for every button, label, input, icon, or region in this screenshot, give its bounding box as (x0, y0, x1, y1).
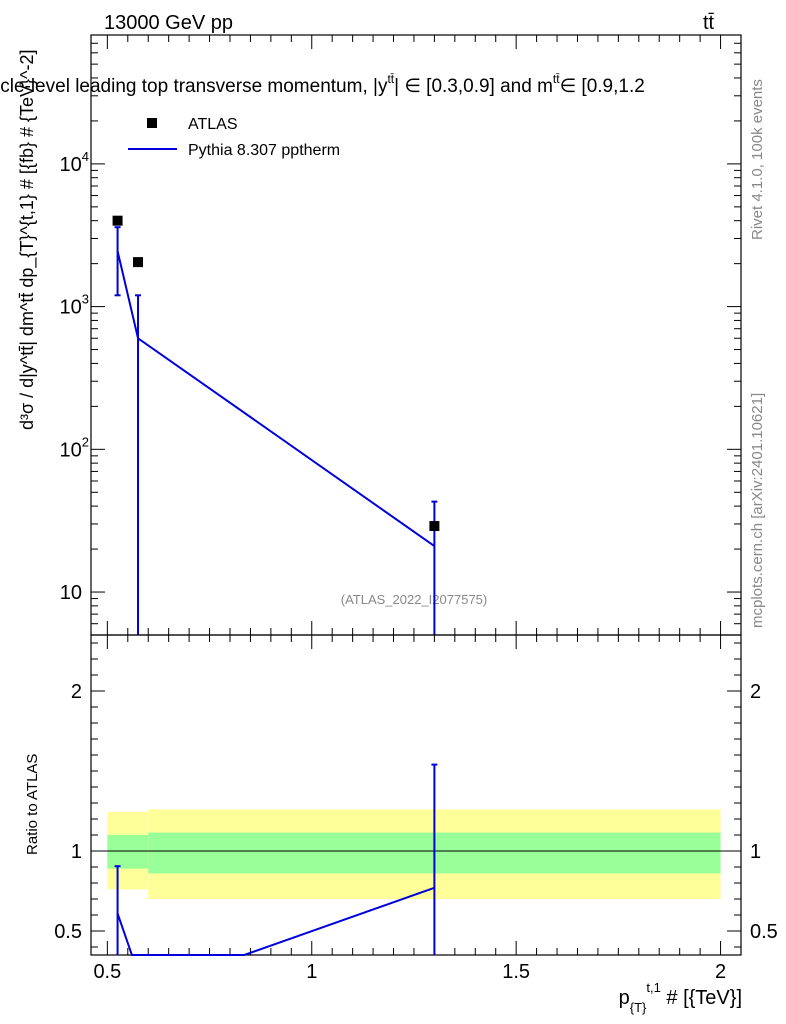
main-y-tick-label-exp: 2 (82, 434, 89, 449)
ratio-y-axis-label: Ratio to ATLAS (24, 754, 41, 855)
x-axis-label-sup: t,1 (646, 980, 660, 995)
x-tick-label: 1 (306, 961, 317, 983)
main-y-tick-label: 104 (60, 149, 89, 176)
x-tick-label: 0.5 (93, 961, 121, 983)
chart-title: icle-level leading top transverse moment… (0, 72, 645, 97)
chart-title-sup1: tt̄ (387, 72, 394, 86)
ratio-band-inner (107, 835, 149, 869)
ratio-y-tick-label-left: 0.5 (54, 921, 82, 943)
main-y-axis-label: d³σ / d|y^tt̄| dm^tt̄ dp_{T}^{t,1} # [{f… (17, 50, 38, 430)
mcplots-label: mcplots.cern.ch [arXiv:2401.10621] (749, 393, 766, 628)
x-axis-label-main: p (619, 987, 630, 1009)
ratio-y-tick-label-left: 2 (71, 681, 82, 703)
ratio-y-tick-labels: 0.5 0.5 1 1 2 2 (54, 681, 778, 943)
chart-title-part1: icle-level leading top transverse moment… (0, 76, 388, 97)
legend-label-atlas: ATLAS (188, 116, 238, 133)
atlas-marker (429, 521, 440, 532)
atlas-marker (133, 257, 144, 268)
ratio-bands-layer (91, 809, 741, 899)
ratio-plot-frame (90, 634, 742, 956)
ratio-y-tick-label-right: 1 (750, 841, 761, 863)
main-y-tick-label: 103 (60, 292, 89, 319)
x-tick-labels: 0.5 1 1.5 2 (93, 961, 726, 983)
ratio-y-tick-label-right: 0.5 (750, 921, 778, 943)
x-tick-label: 1.5 (502, 961, 530, 983)
chart-title-part3: ∈ [0.9,1.2 (560, 76, 645, 97)
legend-label-pythia: Pythia 8.307 pptherm (188, 142, 340, 159)
analysis-watermark: (ATLAS_2022_I2077575) (341, 592, 487, 607)
x-axis-label-sub: {T} (630, 1000, 647, 1015)
header-right: tt̄ (703, 12, 715, 34)
main-y-tick-label-exp: 3 (82, 292, 89, 307)
main-data-layer (112, 215, 440, 635)
legend-marker-atlas (147, 118, 157, 128)
header-left: 13000 GeV pp (104, 12, 233, 34)
atlas-marker (112, 215, 123, 226)
ratio-pythia-line (116, 886, 435, 956)
pythia-line (116, 250, 435, 547)
main-axis-ticks (91, 34, 741, 636)
ratio-y-tick-label-right: 2 (750, 681, 761, 703)
chart-title-sup2: tt̄ (553, 72, 560, 86)
ratio-axis-ticks (91, 635, 741, 955)
main-y-tick-label-exp: 4 (82, 149, 89, 164)
x-tick-label: 2 (715, 961, 726, 983)
main-y-tick-label-base: 10 (60, 297, 82, 319)
x-axis-label: p{T} t,1 # [{TeV}] (619, 980, 742, 1015)
ratio-y-tick-label-left: 1 (71, 841, 82, 863)
main-y-tick-label-base: 10 (60, 582, 82, 604)
main-y-tick-label-base: 10 (60, 439, 82, 461)
main-y-tick-label: 102 (60, 434, 89, 461)
x-axis-label-tail: # [{TeV}] (661, 987, 742, 1009)
main-y-tick-label: 10 (60, 582, 82, 604)
rivet-version-label: Rivet 4.1.0, 100k events (749, 79, 766, 240)
main-y-tick-label-base: 10 (60, 154, 82, 176)
chart-title-part2: | ∈ [0.3,0.9] and m (394, 76, 553, 97)
ratio-data-layer (114, 763, 438, 956)
